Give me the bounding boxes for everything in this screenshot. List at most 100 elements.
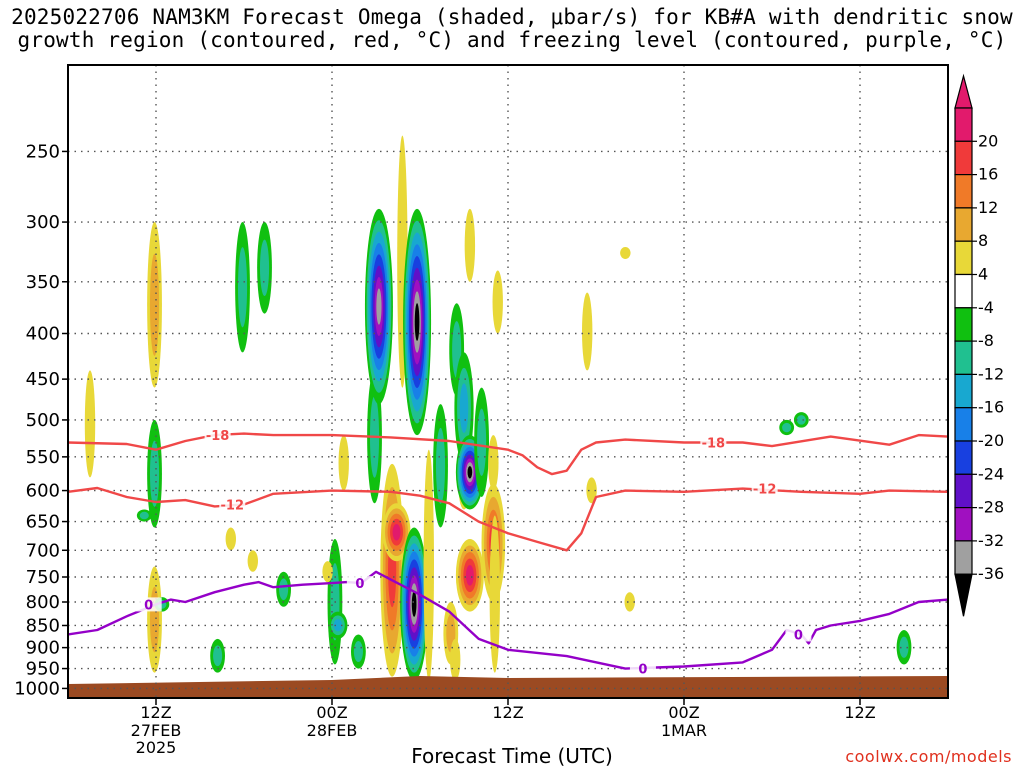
omega-cell [213, 645, 223, 667]
omega-cell [149, 586, 160, 653]
colorbar-label: -20 [978, 431, 1004, 450]
omega-cell [624, 592, 635, 612]
omega-cell [411, 591, 417, 617]
omega-cell [459, 383, 469, 433]
contour-label: 0 [794, 628, 803, 643]
x-tick-year-label: 2025 [136, 738, 177, 757]
y-tick-label: 550 [26, 447, 60, 468]
contour-label-bg [700, 435, 727, 450]
omega-cell [237, 247, 248, 328]
contour-label: -12 [221, 499, 245, 514]
colorbar-segment [954, 140, 973, 176]
x-axis-title: Forecast Time (UTC) [411, 744, 613, 768]
x-tick-label: 00Z [316, 703, 347, 722]
omega-shading [84, 135, 912, 681]
omega-cell [225, 527, 236, 551]
x-tick-date-label: 28FEB [307, 721, 358, 740]
colorbar-label: -32 [978, 531, 1004, 550]
colorbar-label: -4 [978, 298, 994, 317]
colorbar-segment [954, 240, 973, 276]
chart-title: 2025022706 NAM3KM Forecast Omega (shaded… [0, 6, 1024, 52]
y-tick-label: 950 [26, 659, 60, 680]
contour-label-bg [751, 481, 778, 496]
contour-label: 0 [638, 663, 647, 678]
omega-cell [376, 288, 382, 325]
y-tick-label: 500 [26, 410, 60, 431]
omega-cell [467, 466, 473, 479]
colorbar-top-arrow [954, 73, 973, 109]
omega-cell [620, 247, 631, 259]
x-tick-label: 12Z [844, 703, 875, 722]
y-tick-label: 300 [26, 212, 60, 233]
contour-label-bg [629, 661, 656, 676]
omega-cell [84, 370, 96, 478]
y-tick-label: 850 [26, 615, 60, 636]
colorbar-label: 16 [978, 165, 998, 184]
contour-label: -18 [206, 429, 230, 444]
colorbar-segment [954, 107, 973, 142]
colorbar-segment [954, 340, 973, 376]
y-tick-label: 250 [26, 141, 60, 162]
omega-cell [149, 253, 160, 356]
omega-cell [423, 449, 434, 681]
contour-label: 0 [355, 577, 364, 592]
omega-cell [247, 550, 258, 572]
omega-cell [488, 435, 499, 491]
colorbar-bottom-arrow [954, 573, 973, 617]
colorbar-label: -8 [978, 331, 994, 350]
colorbar-segment [954, 174, 973, 209]
omega-cell [414, 303, 420, 341]
x-tick-label: 12Z [492, 703, 523, 722]
contour-label-bg [346, 576, 373, 591]
colorbar-label: -12 [978, 364, 1004, 383]
omega-cell [435, 427, 446, 504]
contour-label-bg [219, 497, 246, 512]
omega-cell [465, 564, 474, 586]
plot-frame [67, 64, 949, 699]
omega-cell [477, 408, 487, 476]
x-tick-date-label: 27FEB [131, 721, 182, 740]
omega-cell [322, 561, 333, 583]
y-tick-label: 450 [26, 369, 60, 390]
contour-label-bg [135, 597, 162, 612]
colorbar-label: -24 [978, 464, 1004, 483]
colorbar-label: 4 [978, 265, 988, 284]
x-tick-label: 00Z [668, 703, 699, 722]
y-tick-label: 900 [26, 638, 60, 659]
y-tick-label: 1000 [14, 678, 60, 699]
colorbar-label: -16 [978, 398, 1004, 417]
chart-title-line-1: 2025022706 NAM3KM Forecast Omega (shaded… [11, 5, 1013, 29]
y-tick-label: 650 [26, 512, 60, 533]
y-tick-label: 800 [26, 592, 60, 613]
y-tick-label: 400 [26, 323, 60, 344]
omega-cell [582, 292, 593, 371]
omega-cell [782, 422, 792, 433]
colorbar-segment [954, 307, 973, 342]
contour-label-bg [785, 627, 812, 642]
source-credit: coolwx.com/models [845, 747, 1012, 766]
colorbar-segment [954, 273, 973, 309]
colorbar-label: -28 [978, 498, 1004, 517]
dgz-contour-line [68, 486, 948, 552]
omega-cell [139, 511, 149, 520]
y-tick-label: 750 [26, 567, 60, 588]
omega-cell [279, 578, 289, 601]
colorbar-label: 12 [978, 198, 998, 217]
omega-cell [492, 270, 503, 334]
x-tick-date-label: 1MAR [661, 721, 707, 740]
colorbar-segment [954, 507, 973, 542]
omega-cell [259, 239, 270, 297]
omega-cell [338, 435, 349, 491]
colorbar-label: 20 [978, 131, 998, 150]
omega-cell [353, 641, 363, 663]
terrain-band [68, 676, 948, 698]
chart-title-line-2: growth region (contoured, red, °C) and f… [17, 28, 1007, 52]
contour-label: -18 [702, 437, 726, 452]
x-tick-label: 12Z [140, 703, 171, 722]
y-tick-label: 700 [26, 540, 60, 561]
omega-cell [489, 515, 500, 673]
contour-label-bg [204, 428, 231, 443]
colorbar-segment [954, 207, 973, 242]
contour-label: -12 [753, 483, 777, 498]
